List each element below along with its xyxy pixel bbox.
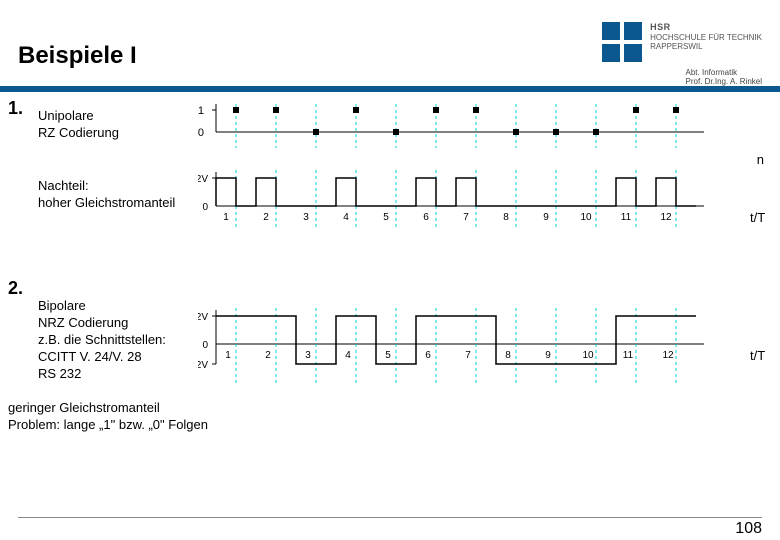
svg-text:0: 0	[202, 340, 208, 351]
svg-text:12V: 12V	[198, 174, 208, 185]
s2-label1-l3: z.B. die Schnittstellen:	[38, 332, 166, 347]
s2-label1-l5: RS 232	[38, 366, 81, 381]
logo-squares-icon	[602, 22, 642, 62]
svg-text:8: 8	[503, 212, 509, 223]
svg-text:11: 11	[621, 212, 632, 223]
svg-text:3: 3	[305, 350, 311, 361]
svg-text:2: 2	[265, 350, 271, 361]
s1-label1-l2: RZ Codierung	[38, 125, 119, 140]
svg-text:10: 10	[580, 212, 592, 223]
page-number: 108	[735, 520, 762, 538]
svg-text:6: 6	[425, 350, 431, 361]
s2-label2-l1: geringer Gleichstromanteil	[8, 400, 160, 415]
svg-text:12: 12	[660, 212, 672, 223]
s1-n-label: n	[757, 152, 764, 169]
svg-text:11: 11	[623, 350, 634, 361]
svg-text:12V: 12V	[198, 312, 208, 323]
svg-text:9: 9	[545, 350, 551, 361]
prof-label: Prof. Dr.Ing. A. Rinkel	[686, 77, 762, 86]
svg-text:4: 4	[343, 212, 349, 223]
svg-text:0: 0	[202, 202, 208, 213]
logo-line3: RAPPERSWIL	[650, 42, 762, 52]
svg-text:6: 6	[423, 212, 429, 223]
s2-label1-l2: NRZ Codierung	[38, 315, 128, 330]
s2-label1-l1: Bipolare	[38, 298, 86, 313]
s1-label2-l2: hoher Gleichstromanteil	[38, 195, 175, 210]
logo-line2: HOCHSCHULE FÜR TECHNIK	[650, 33, 762, 43]
logo-line1: HSR	[650, 22, 762, 33]
s1-label2-l1: Nachteil:	[38, 178, 89, 193]
section-1-num: 1.	[8, 98, 23, 119]
dept-label: Abt. Informatik	[686, 68, 762, 77]
svg-text:10: 10	[582, 350, 594, 361]
s1-bit-diagram: 10	[198, 102, 738, 148]
svg-text:2: 2	[263, 212, 269, 223]
svg-text:0: 0	[198, 127, 204, 139]
svg-text:5: 5	[383, 212, 389, 223]
svg-text:12: 12	[662, 350, 674, 361]
svg-text:1: 1	[198, 105, 204, 117]
s2-label2-l2: Problem: lange „1" bzw. „0" Folgen	[8, 417, 208, 432]
svg-text:7: 7	[465, 350, 471, 361]
s2-signal-diagram: 12V0-12V123456789101112	[198, 308, 738, 384]
s2-label1-l4: CCITT V. 24/V. 28	[38, 349, 142, 364]
page-title: Beispiele I	[18, 42, 137, 70]
svg-text:8: 8	[505, 350, 511, 361]
s2-tT-label: t/T	[750, 348, 765, 365]
section-2-num: 2.	[8, 278, 23, 299]
s1-tT-label: t/T	[750, 210, 765, 227]
svg-text:3: 3	[303, 212, 309, 223]
institution-logo: HSR HOCHSCHULE FÜR TECHNIK RAPPERSWIL	[602, 22, 762, 62]
svg-text:4: 4	[345, 350, 351, 361]
svg-text:7: 7	[463, 212, 469, 223]
svg-text:1: 1	[225, 350, 231, 361]
s1-signal-diagram: 12V0123456789101112	[198, 170, 738, 228]
s1-label1-l1: Unipolare	[38, 108, 94, 123]
svg-text:5: 5	[385, 350, 391, 361]
svg-text:-12V: -12V	[198, 360, 208, 371]
footer-divider	[18, 517, 762, 518]
svg-text:1: 1	[223, 212, 229, 223]
svg-text:9: 9	[543, 212, 549, 223]
